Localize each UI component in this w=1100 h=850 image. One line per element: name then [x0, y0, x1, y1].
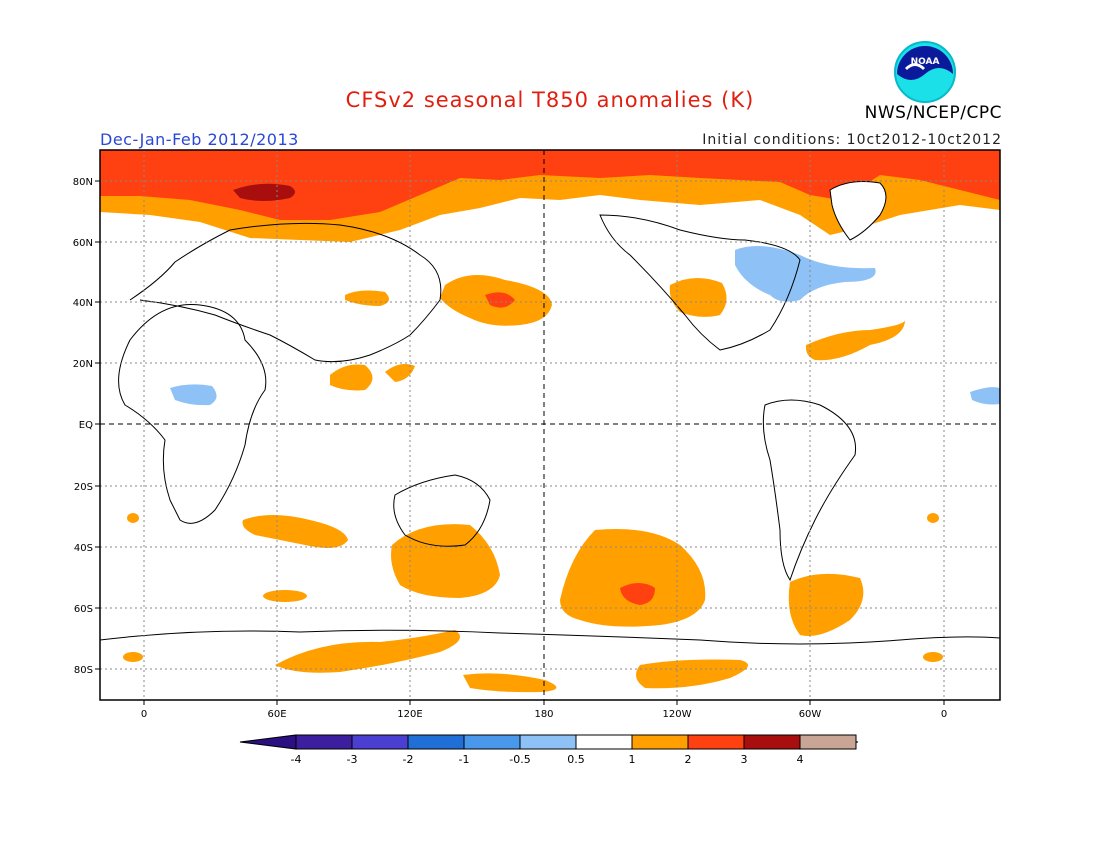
- colorbar-cell: [519, 734, 577, 750]
- colorbar-cell: [407, 734, 465, 750]
- lon-label: 60W: [799, 709, 822, 720]
- anomaly-asia-2: [330, 364, 373, 391]
- lat-label: 40S: [74, 543, 93, 554]
- colorbar-label: -0.5: [509, 753, 530, 766]
- colorbar-label: -4: [291, 753, 302, 766]
- colorbar-end-low: [239, 734, 297, 750]
- anomaly-asia-3: [385, 364, 415, 382]
- lon-label: 0: [141, 709, 147, 720]
- colorbar-label: 4: [797, 753, 804, 766]
- colorbar-cell: [743, 734, 801, 750]
- anomaly-atlantic: [805, 320, 905, 361]
- colorbar-label: 1: [629, 753, 636, 766]
- colorbar-label: 0.5: [567, 753, 585, 766]
- colorbar-label: -1: [459, 753, 470, 766]
- anomaly-fields: [100, 150, 1000, 693]
- lat-label: 80S: [74, 665, 93, 676]
- lon-label: 180: [534, 709, 553, 720]
- colorbar-label: 3: [741, 753, 748, 766]
- colorbar-cell: [575, 734, 633, 750]
- colorbar: -4 -3 -2 -1 -0.5 0.5 1 2 3 4: [239, 734, 859, 766]
- colorbar-cell: [463, 734, 521, 750]
- initial-conditions-label: Initial conditions: 10ct2012-10ct2012: [702, 132, 1002, 148]
- map-frame: [99, 149, 1001, 701]
- lon-label: 60E: [267, 709, 286, 720]
- season-label: Dec-Jan-Feb 2012/2013: [100, 130, 299, 149]
- anomaly-south-pacific-red: [620, 583, 655, 605]
- noaa-logo: NOAA: [893, 40, 957, 104]
- lat-label: 60S: [74, 604, 93, 615]
- lat-label: 20S: [74, 482, 93, 493]
- colorbar-cell: [687, 734, 745, 750]
- anomaly-antarctic-3: [636, 659, 748, 689]
- colorbar-label: 2: [685, 753, 692, 766]
- colorbar-label: -2: [403, 753, 414, 766]
- lat-label: EQ: [79, 420, 93, 431]
- logo-text: NOAA: [911, 57, 940, 67]
- anomaly-atlantic-blue: [970, 387, 1000, 405]
- anomaly-us-blue: [735, 246, 876, 302]
- anomaly-arctic-red: [100, 150, 1000, 220]
- greenland-neutral: [830, 181, 886, 240]
- colorbar-cell: [631, 734, 689, 750]
- colorbar-cell: [799, 734, 857, 750]
- agency-label: NWS/NCEP/CPC: [864, 103, 1002, 123]
- lat-label: 40N: [73, 298, 93, 309]
- colorbar-cell: [295, 734, 353, 750]
- lat-label: 80N: [73, 177, 93, 188]
- anomaly-south-america: [788, 573, 864, 636]
- anomaly-asia-1: [345, 290, 389, 306]
- anomaly-australia-south: [391, 524, 500, 598]
- anomaly-antarctic-2: [463, 673, 557, 693]
- grid-lines: [100, 150, 1000, 700]
- colorbar-label: -3: [347, 753, 358, 766]
- anomaly-pacific-nw-red: [485, 292, 515, 308]
- lat-label: 60N: [73, 238, 93, 249]
- lon-label: 120E: [397, 709, 422, 720]
- anomaly-indian-ocean: [242, 515, 348, 548]
- lon-label: 120W: [663, 709, 692, 720]
- coastlines: [100, 181, 1000, 645]
- lat-label: 20N: [73, 359, 93, 370]
- lon-label: 0: [941, 709, 947, 720]
- anomaly-south-pacific: [560, 529, 706, 627]
- anomaly-africa-blue: [170, 384, 217, 406]
- anomaly-antarctic-1: [275, 630, 460, 673]
- reference-lines: [100, 150, 1000, 700]
- anomaly-siberia-darkred: [233, 183, 295, 201]
- anomaly-north-america: [669, 277, 727, 317]
- chart-title: CFSv2 seasonal T850 anomalies (K): [345, 88, 755, 112]
- colorbar-cell: [351, 734, 409, 750]
